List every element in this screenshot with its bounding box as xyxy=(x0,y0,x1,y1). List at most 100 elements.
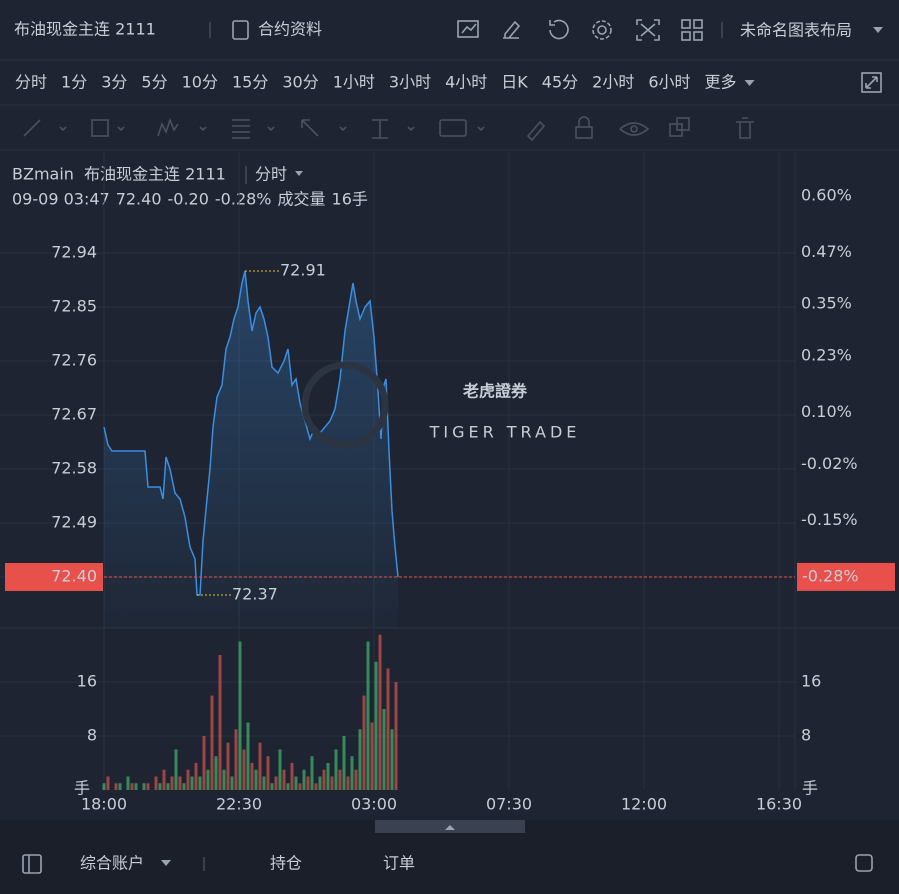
y-tick-label: 16 xyxy=(77,672,97,691)
watermark-en: TIGER TRADE xyxy=(429,423,581,442)
last-pct-box xyxy=(797,562,895,591)
dropdown-arrow[interactable] xyxy=(744,80,755,86)
timeframe-tab[interactable]: 5分 xyxy=(141,73,167,92)
timeframe-tab[interactable]: 10分 xyxy=(182,73,218,92)
timeframe-tab[interactable]: 1小时 xyxy=(333,73,375,92)
volume-bar xyxy=(350,756,354,790)
volume-bar xyxy=(262,776,266,790)
timeframe-tab[interactable]: 6小时 xyxy=(648,73,690,92)
volume-bar xyxy=(326,763,330,790)
last-pct-label: -0.28% xyxy=(802,566,859,585)
volume-bar xyxy=(226,742,230,790)
more-tab[interactable]: 更多 xyxy=(705,73,737,92)
volume-bar xyxy=(346,776,350,790)
last-price-label: 72.40 xyxy=(51,567,97,586)
fullscreen-icon[interactable] xyxy=(865,76,878,89)
timeframe-tab[interactable]: 1分 xyxy=(61,73,87,92)
positions-tab[interactable]: 持仓 xyxy=(270,854,302,873)
volume-bar xyxy=(374,661,378,790)
timeframe-tab[interactable]: 2小时 xyxy=(592,73,634,92)
contract-info[interactable]: 合约资料 xyxy=(258,20,322,39)
high-label: 72.91 xyxy=(280,261,326,280)
y2-tick-label: -0.15% xyxy=(801,510,858,529)
y2-tick-label: 0.23% xyxy=(801,346,852,365)
dropdown-arrow[interactable] xyxy=(161,860,171,866)
volume-bar xyxy=(338,769,342,790)
volume-bar xyxy=(210,695,214,790)
volume-bar xyxy=(306,776,310,790)
timeframe-tab[interactable]: 45分 xyxy=(542,73,578,92)
legend-symbol: BZmain xyxy=(12,165,74,184)
y2-tick-label: 16 xyxy=(801,672,821,691)
volume-bar xyxy=(302,769,306,790)
volume-bar xyxy=(166,783,170,790)
volume-bar xyxy=(382,709,386,790)
volume-bar xyxy=(394,682,398,790)
volume-bar xyxy=(286,783,290,790)
sidebar-toggle[interactable] xyxy=(22,854,42,874)
volume-bar xyxy=(294,776,298,790)
timeframe-tab[interactable]: 15分 xyxy=(232,73,268,92)
volume-bar xyxy=(246,722,250,790)
volume-bar xyxy=(266,756,270,790)
symbol-title[interactable]: 布油现金主连 2111 xyxy=(14,20,156,39)
volume-bar xyxy=(282,769,286,790)
timeframe-tab[interactable]: 4小时 xyxy=(445,73,487,92)
volume-bar xyxy=(254,769,258,790)
volume-bar xyxy=(198,776,202,790)
y-tick-label: 72.58 xyxy=(51,459,97,478)
toolbar-icons[interactable] xyxy=(457,19,703,41)
quote-change-pct: -0.28% xyxy=(215,190,272,209)
dropdown-arrow[interactable] xyxy=(873,27,883,33)
x-tick-label: 12:00 xyxy=(621,795,667,814)
volume-bar xyxy=(230,776,234,790)
quote-volume: 16手 xyxy=(332,190,368,209)
volume-bar xyxy=(370,722,374,790)
fullscreen-icon[interactable] xyxy=(861,72,882,93)
volume-bar xyxy=(218,655,222,790)
volume-bar xyxy=(242,749,246,790)
volume-bar xyxy=(366,641,370,790)
timeframe-tab[interactable]: 3分 xyxy=(101,73,127,92)
volume-bar xyxy=(390,729,394,790)
volume-unit: 手 xyxy=(74,779,90,798)
legend-period[interactable]: 分时 xyxy=(255,165,287,184)
volume-bar xyxy=(194,763,198,790)
volume-bar xyxy=(330,776,334,790)
y-tick-label: 72.49 xyxy=(51,513,97,532)
volume-bar xyxy=(298,783,302,790)
layout-name[interactable]: 未命名图表布局 xyxy=(740,21,852,40)
volume-bar xyxy=(278,749,282,790)
account-selector[interactable]: 综合账户 xyxy=(80,854,144,873)
volume-bar xyxy=(290,763,294,790)
timeframe-tab[interactable]: 30分 xyxy=(282,73,318,92)
volume-bar xyxy=(146,783,150,790)
volume-bar xyxy=(354,769,358,790)
volume-bar xyxy=(170,776,174,790)
window-icon[interactable] xyxy=(855,854,873,872)
info-icon[interactable] xyxy=(232,20,249,40)
volume-bar xyxy=(270,783,274,790)
y2-tick-label: 8 xyxy=(801,726,811,745)
orders-tab[interactable]: 订单 xyxy=(383,854,415,873)
y2-tick-label: 0.60% xyxy=(801,186,852,205)
timeframe-tab[interactable]: 3小时 xyxy=(389,73,431,92)
volume-bar xyxy=(142,783,146,790)
volume-bar xyxy=(322,769,326,790)
timeframe-tab[interactable]: 分时 xyxy=(15,73,47,92)
y-tick-label: 8 xyxy=(87,726,97,745)
volume-bar xyxy=(174,749,178,790)
dropdown-arrow[interactable] xyxy=(295,171,303,176)
volume-bar xyxy=(134,783,138,790)
drawing-tools[interactable] xyxy=(23,116,754,142)
quote-time: 09-09 03:47 xyxy=(12,190,110,209)
price-area xyxy=(104,271,398,628)
y2-tick-label: 0.35% xyxy=(801,294,852,313)
handle-arrow[interactable] xyxy=(445,825,455,830)
timeframe-tab[interactable]: 日K xyxy=(501,73,528,92)
volume-bar xyxy=(202,736,206,790)
last-price-box xyxy=(5,563,103,591)
y-tick-label: 72.67 xyxy=(51,405,97,424)
